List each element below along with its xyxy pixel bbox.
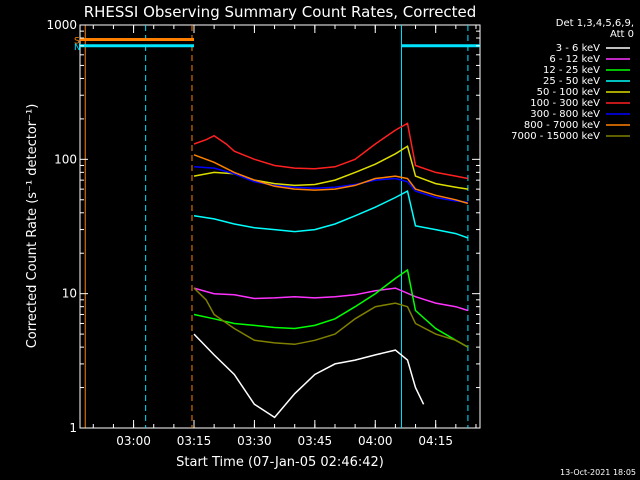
legend-label: 100 - 300 keV [530,98,600,109]
x-tick-label: 03:30 [237,434,272,448]
chart-title: RHESSI Observing Summary Count Rates, Co… [84,3,477,21]
flag-label: N [74,43,81,53]
series-lines [193,122,469,419]
legend-label: 800 - 7000 keV [524,120,600,131]
vertical-markers [84,25,469,428]
series-line [193,154,469,205]
series-line [193,333,425,419]
legend-label: 300 - 800 keV [530,109,600,120]
x-tick-label: 03:15 [177,434,212,448]
legend-label: 12 - 25 keV [543,65,600,76]
flag-bars: SN [74,36,480,53]
y-tick-label: 1 [69,421,77,435]
legend-header: Att 0 [610,29,634,40]
series-line [193,166,468,203]
footer-date: 13-Oct-2021 18:05 [560,468,636,477]
series-line [193,287,469,312]
legend-label: 50 - 100 keV [537,87,601,98]
series-line [193,189,469,239]
x-axis-label: Start Time (07-Jan-05 02:46:42) [176,455,384,470]
y-tick-label: 10 [62,287,77,301]
legend-label: 25 - 50 keV [543,76,600,87]
y-axis-label: Corrected Count Rate (s⁻¹ detector⁻¹) [25,104,40,349]
x-tick-label: 03:45 [298,434,333,448]
y-axis: 1 10 100 1000 [46,18,480,435]
x-tick-label: 03:00 [116,434,151,448]
y-tick-label: 100 [54,152,77,166]
x-tick-label: 04:00 [358,434,393,448]
series-line [193,287,469,348]
plot-frame [79,24,481,429]
legend-label: 7000 - 15000 keV [511,131,600,142]
y-tick-label: 1000 [46,18,77,32]
series-line [193,122,469,180]
x-tick-label: 04:15 [418,434,453,448]
flag-label: S [74,36,80,46]
x-axis: 03:00 03:15 03:30 03:45 04:00 04:15 [92,25,477,448]
legend-label: 6 - 12 keV [549,54,600,65]
series-line [193,268,469,348]
legend-header: Det 1,3,4,5,6,9, [556,18,634,29]
legend-label: 3 - 6 keV [556,43,600,54]
